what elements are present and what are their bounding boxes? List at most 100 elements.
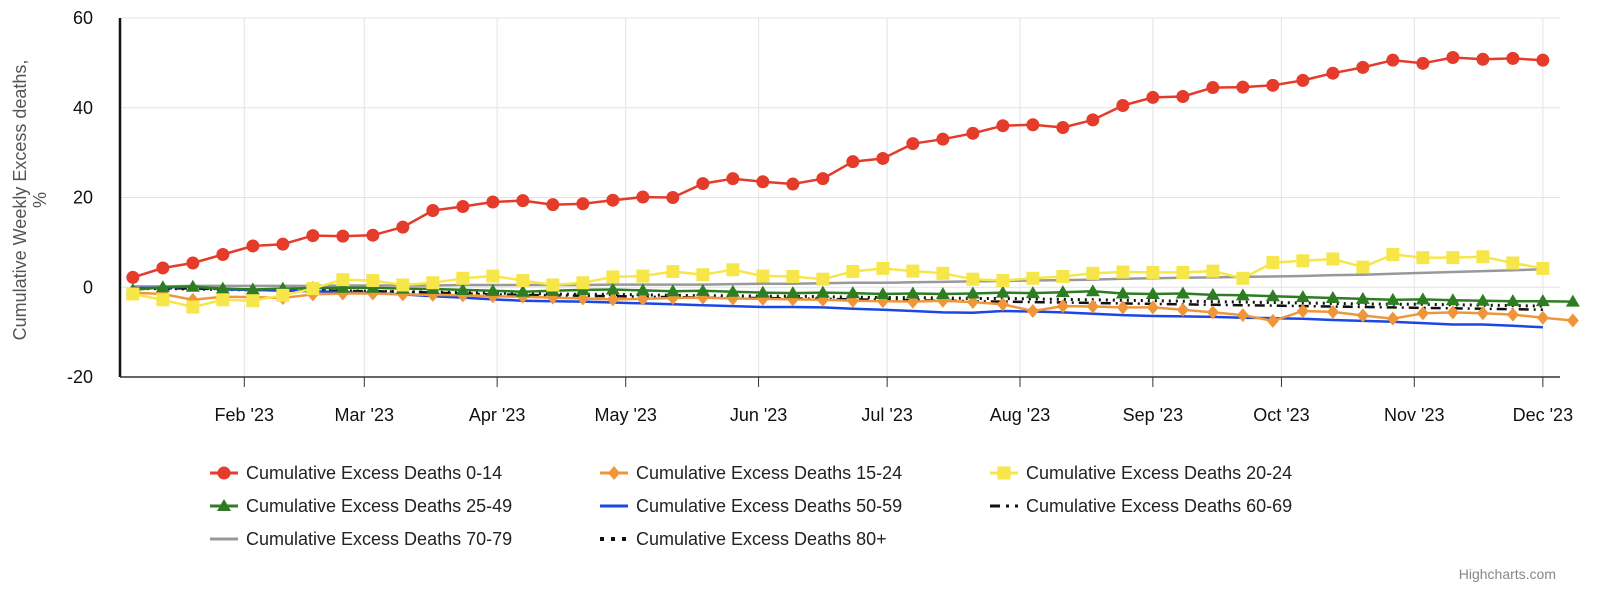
- data-point[interactable]: [1266, 313, 1279, 328]
- data-point[interactable]: [1086, 266, 1100, 280]
- data-point[interactable]: [726, 263, 740, 277]
- data-point[interactable]: [1475, 293, 1490, 306]
- data-point[interactable]: [1326, 304, 1339, 319]
- data-point[interactable]: [786, 177, 800, 191]
- data-point[interactable]: [906, 137, 920, 151]
- data-point[interactable]: [1506, 307, 1519, 322]
- data-point[interactable]: [1176, 265, 1190, 279]
- legend[interactable]: Cumulative Excess Deaths 0-14 Cumulative …: [210, 463, 1292, 549]
- data-point[interactable]: [1446, 251, 1460, 265]
- legend-item[interactable]: Cumulative Excess Deaths 15-24: [600, 463, 902, 483]
- data-point[interactable]: [396, 278, 410, 292]
- data-point[interactable]: [1445, 293, 1460, 306]
- data-point[interactable]: [1536, 310, 1549, 325]
- data-point[interactable]: [1356, 308, 1369, 323]
- data-point[interactable]: [276, 288, 290, 302]
- data-point[interactable]: [186, 256, 200, 270]
- data-point[interactable]: [1386, 53, 1400, 67]
- credits-link[interactable]: Highcharts.com: [1459, 566, 1556, 582]
- data-point[interactable]: [875, 286, 890, 299]
- legend-item[interactable]: Cumulative Excess Deaths 80+: [600, 529, 887, 549]
- legend-item[interactable]: Cumulative Excess Deaths 20-24: [990, 463, 1292, 483]
- data-point[interactable]: [516, 274, 530, 288]
- series-cumulative-excess-deaths-20-24[interactable]: [126, 247, 1550, 314]
- data-point[interactable]: [996, 297, 1009, 312]
- data-point[interactable]: [666, 191, 680, 204]
- data-point[interactable]: [155, 280, 170, 293]
- data-point[interactable]: [546, 198, 560, 212]
- data-point[interactable]: [515, 284, 530, 297]
- data-point[interactable]: [1175, 286, 1190, 299]
- data-point[interactable]: [1565, 294, 1580, 307]
- data-point[interactable]: [726, 172, 740, 186]
- data-point[interactable]: [876, 261, 890, 275]
- series-cumulative-excess-deaths-0-14[interactable]: [126, 50, 1550, 284]
- data-point[interactable]: [966, 295, 979, 310]
- data-point[interactable]: [1116, 265, 1130, 279]
- data-point[interactable]: [936, 266, 950, 280]
- data-point[interactable]: [1026, 118, 1040, 132]
- data-point[interactable]: [935, 286, 950, 299]
- data-point[interactable]: [1326, 252, 1340, 266]
- data-point[interactable]: [426, 276, 440, 290]
- data-point[interactable]: [276, 237, 290, 251]
- data-point[interactable]: [216, 247, 230, 261]
- data-point[interactable]: [1296, 254, 1310, 268]
- data-point[interactable]: [815, 285, 830, 298]
- data-point[interactable]: [606, 193, 620, 207]
- data-point[interactable]: [1146, 300, 1159, 315]
- data-point[interactable]: [1206, 81, 1220, 95]
- data-point[interactable]: [1146, 90, 1160, 104]
- data-point[interactable]: [846, 155, 860, 169]
- data-point[interactable]: [1386, 247, 1400, 261]
- data-point[interactable]: [245, 282, 260, 295]
- legend-item[interactable]: Cumulative Excess Deaths 50-59: [600, 496, 902, 516]
- data-point[interactable]: [366, 228, 380, 242]
- data-point[interactable]: [1506, 256, 1520, 270]
- data-point[interactable]: [636, 190, 650, 204]
- data-point[interactable]: [1386, 311, 1399, 326]
- data-point[interactable]: [1476, 306, 1489, 321]
- data-point[interactable]: [1056, 269, 1070, 283]
- data-point[interactable]: [1356, 260, 1370, 274]
- data-point[interactable]: [1416, 56, 1430, 70]
- data-point[interactable]: [306, 229, 320, 243]
- data-point[interactable]: [906, 264, 920, 278]
- data-point[interactable]: [1086, 113, 1100, 127]
- data-point[interactable]: [486, 269, 500, 283]
- data-point[interactable]: [1566, 313, 1579, 328]
- data-point[interactable]: [966, 126, 980, 140]
- data-point[interactable]: [785, 286, 800, 299]
- data-point[interactable]: [696, 177, 710, 191]
- data-point[interactable]: [156, 293, 170, 307]
- data-point[interactable]: [455, 282, 470, 295]
- data-point[interactable]: [576, 276, 590, 290]
- data-point[interactable]: [755, 285, 770, 298]
- data-point[interactable]: [996, 274, 1010, 288]
- data-point[interactable]: [485, 283, 500, 296]
- data-point[interactable]: [786, 269, 800, 283]
- data-point[interactable]: [605, 282, 620, 295]
- data-point[interactable]: [246, 294, 260, 308]
- data-point[interactable]: [696, 268, 710, 282]
- data-point[interactable]: [966, 272, 980, 286]
- data-point[interactable]: [215, 281, 230, 294]
- data-point[interactable]: [1326, 66, 1340, 80]
- data-point[interactable]: [636, 269, 650, 283]
- data-point[interactable]: [1415, 292, 1430, 305]
- data-point[interactable]: [1416, 306, 1429, 321]
- data-point[interactable]: [965, 286, 980, 299]
- data-point[interactable]: [1296, 73, 1310, 87]
- data-point[interactable]: [576, 197, 590, 211]
- data-point[interactable]: [756, 269, 770, 283]
- data-point[interactable]: [1266, 256, 1280, 270]
- data-point[interactable]: [336, 229, 350, 243]
- data-point[interactable]: [816, 172, 830, 186]
- data-point[interactable]: [1085, 284, 1100, 297]
- data-point[interactable]: [1296, 304, 1309, 319]
- data-point[interactable]: [995, 285, 1010, 298]
- data-point[interactable]: [1355, 291, 1370, 304]
- data-point[interactable]: [246, 239, 260, 253]
- legend-item[interactable]: Cumulative Excess Deaths 70-79: [210, 529, 512, 549]
- data-point[interactable]: [1505, 294, 1520, 307]
